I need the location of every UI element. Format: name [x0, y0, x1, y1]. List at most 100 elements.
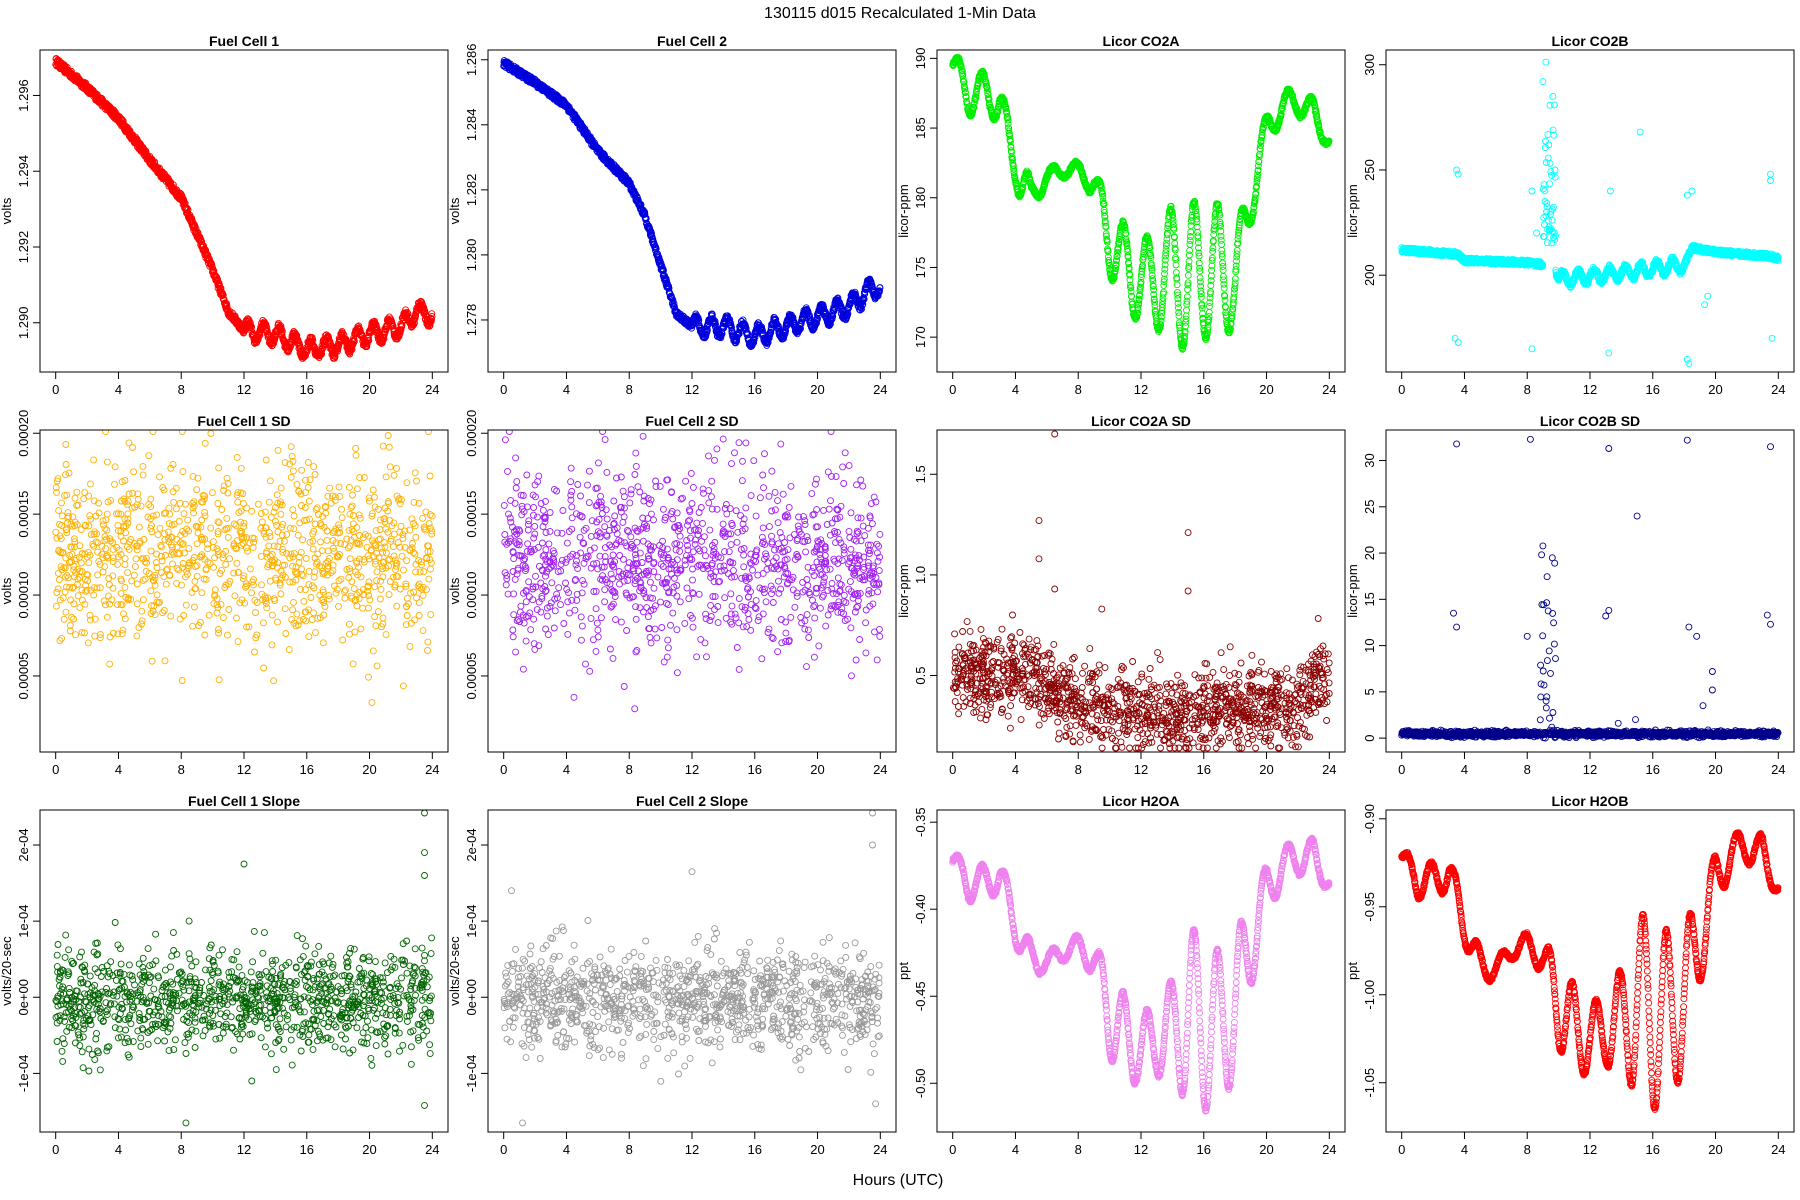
data-point: [1110, 272, 1118, 280]
data-point: [1126, 276, 1134, 284]
data-point: [1174, 295, 1182, 303]
data-point: [1134, 306, 1142, 314]
data-point: [246, 319, 254, 327]
data-point: [1162, 242, 1170, 250]
data-points: [949, 54, 1333, 353]
data-point: [1099, 190, 1107, 198]
data-point: [1097, 181, 1105, 189]
data-point: [1186, 247, 1194, 255]
data-point: [1194, 232, 1202, 240]
data-point: [1169, 217, 1177, 225]
data-point: [1235, 224, 1243, 232]
data-point: [1551, 166, 1559, 174]
data-point: [1096, 177, 1104, 185]
data-point: [1275, 117, 1283, 125]
data-point: [1161, 265, 1169, 273]
data-point: [1135, 295, 1143, 303]
data-point: [1126, 271, 1134, 279]
data-point: [1546, 101, 1554, 109]
data-point: [1151, 301, 1159, 309]
data-point: [428, 310, 436, 318]
data-point: [206, 255, 213, 263]
data-point: [703, 328, 711, 336]
data-point: [1254, 166, 1262, 174]
data-point: [1162, 249, 1170, 257]
data-point: [1151, 298, 1159, 306]
data-point: [1203, 329, 1211, 337]
y-tick-label: 1.294: [16, 155, 31, 188]
data-point: [1203, 334, 1211, 342]
data-point: [1004, 120, 1012, 128]
data-point: [1204, 323, 1212, 331]
data-point: [1146, 244, 1154, 252]
data-point: [215, 281, 223, 288]
data-point: [1147, 251, 1155, 259]
data-point: [1008, 148, 1015, 156]
data-point: [1311, 108, 1319, 116]
data-point: [1259, 124, 1267, 132]
data-point: [1186, 233, 1194, 240]
data-point: [1171, 246, 1179, 254]
data-point: [426, 322, 434, 330]
x-tick-label: 8: [1075, 382, 1082, 397]
data-point: [1127, 284, 1135, 292]
data-point: [1191, 200, 1199, 208]
data-point: [1183, 297, 1191, 305]
data-point: [1315, 120, 1323, 128]
data-point: [1547, 207, 1555, 215]
data-point: [958, 67, 966, 75]
data-point: [1540, 181, 1548, 189]
data-point: [1253, 178, 1261, 185]
data-point: [1148, 262, 1155, 270]
data-point: [319, 343, 327, 351]
data-point: [192, 228, 200, 235]
data-point: [1210, 225, 1218, 233]
y-tick-label: 185: [913, 117, 928, 139]
data-point: [1160, 288, 1167, 296]
y-tick-label: 1.290: [16, 306, 31, 339]
data-point: [411, 319, 418, 327]
data-point: [1134, 304, 1142, 312]
data-point: [1228, 308, 1236, 316]
data-point: [1542, 137, 1549, 145]
panel-title: Licor CO2B: [1551, 33, 1628, 49]
y-tick-label: 1.280: [464, 239, 479, 272]
data-point: [1112, 265, 1120, 273]
data-point: [772, 315, 780, 323]
x-tick-label: 16: [748, 382, 762, 397]
data-point: [1207, 277, 1215, 285]
data-point: [1148, 264, 1156, 272]
data-point: [1235, 228, 1243, 236]
data-point: [1000, 97, 1008, 105]
data-point: [717, 334, 725, 342]
data-point: [1195, 244, 1202, 252]
data-point: [1546, 180, 1553, 188]
data-point: [1219, 272, 1227, 280]
data-point: [1175, 308, 1183, 316]
data-point: [1233, 246, 1241, 254]
data-point: [1254, 162, 1262, 170]
data-point: [1112, 261, 1120, 269]
data-point: [1183, 293, 1191, 301]
data-point: [1539, 185, 1547, 193]
data-point: [1196, 267, 1204, 275]
data-point: [1181, 332, 1189, 340]
data-point: [959, 75, 967, 83]
y-tick-label: 1.286: [464, 43, 479, 76]
x-tick-label: 4: [1012, 382, 1019, 397]
data-point: [654, 253, 662, 261]
y-tick-label: 180: [913, 187, 928, 209]
data-point: [758, 326, 766, 334]
data-point: [223, 302, 231, 310]
data-point: [1233, 257, 1240, 265]
data-point: [1206, 302, 1213, 310]
y-tick-label: 1.282: [464, 174, 479, 207]
x-tick-label: 16: [300, 382, 314, 397]
data-point: [1161, 270, 1168, 278]
data-point: [1184, 286, 1192, 293]
data-point: [1234, 231, 1242, 239]
data-point: [1004, 116, 1012, 124]
data-point: [1207, 282, 1215, 289]
data-point: [1217, 236, 1225, 244]
